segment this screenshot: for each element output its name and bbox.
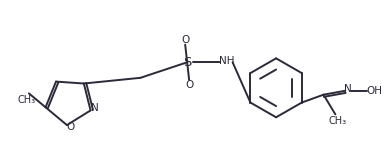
Text: CH₃: CH₃ bbox=[18, 95, 36, 105]
Text: NH: NH bbox=[219, 56, 234, 66]
Text: CH₃: CH₃ bbox=[328, 116, 346, 126]
Text: S: S bbox=[183, 56, 191, 69]
Text: N: N bbox=[90, 103, 99, 113]
Text: O: O bbox=[181, 35, 189, 45]
Text: O: O bbox=[185, 80, 193, 90]
Text: O: O bbox=[67, 122, 75, 132]
Text: N: N bbox=[344, 84, 352, 94]
Text: OH: OH bbox=[366, 86, 382, 96]
